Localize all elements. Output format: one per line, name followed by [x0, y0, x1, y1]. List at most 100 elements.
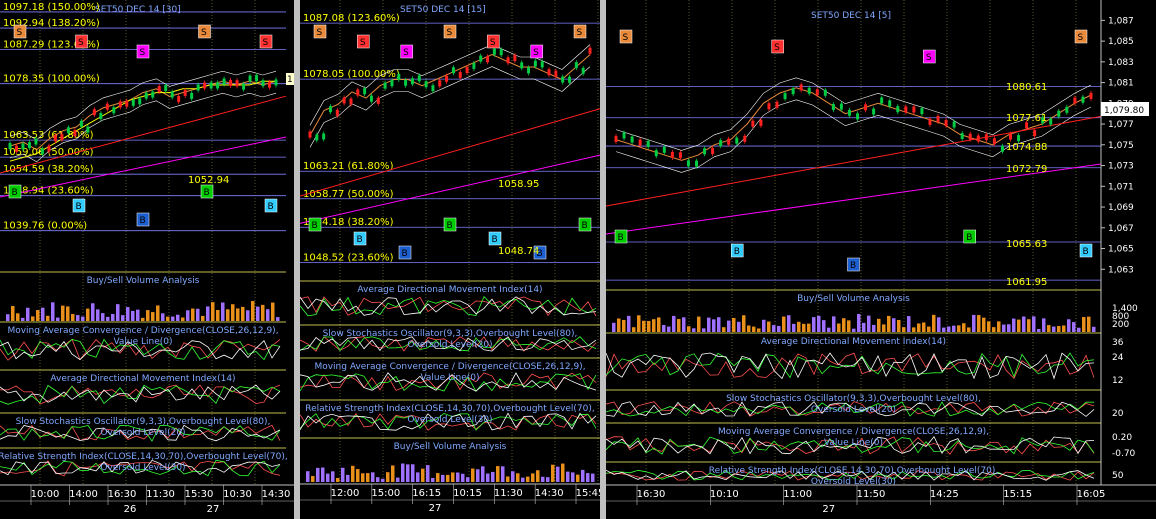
volume-bar — [1037, 328, 1041, 332]
volume-bar — [36, 310, 40, 321]
volume-bar — [576, 474, 580, 482]
indicator-line — [300, 336, 597, 352]
volume-bar — [817, 315, 821, 332]
chart-title: SET50 DEC 14 [30] — [95, 5, 181, 15]
candle-body — [775, 101, 779, 108]
price-note-1: 1080.61 — [1006, 82, 1047, 93]
candle-body — [928, 118, 932, 125]
chart-panel-15min[interactable]: SET50 DEC 14 [15] 1087.08 (123.60%) 1078.… — [300, 0, 600, 519]
indicator-line — [606, 352, 1095, 379]
volume-bar — [21, 317, 25, 321]
volume-bar — [156, 305, 160, 321]
signal-markers[interactable]: S S S S B B B B B — [614, 29, 1093, 272]
price-axis-label: 1,075 — [1108, 141, 1134, 151]
date-tick-label: 27 — [429, 503, 442, 514]
candle-body — [799, 84, 803, 91]
indicator-title: Buy/Sell Volume Analysis — [394, 442, 507, 452]
volume-bar — [807, 323, 811, 332]
volume-bar — [947, 326, 951, 332]
price-note-4: 1072.79 — [1006, 164, 1047, 175]
volume-bar — [361, 473, 365, 482]
buy-marker — [398, 245, 412, 260]
candle-body — [157, 86, 161, 93]
volume-bar — [461, 473, 465, 482]
volume-bar — [551, 464, 555, 482]
signal-markers[interactable]: S S S S S B B B B B — [8, 24, 278, 227]
volume-bar — [446, 474, 450, 482]
volume-bar — [456, 472, 460, 482]
volume-bar — [1007, 324, 1011, 332]
volume-bar — [742, 315, 746, 332]
candle-body — [815, 89, 819, 96]
volume-bar — [967, 327, 971, 332]
candle-body — [944, 119, 948, 126]
sell-marker-label: S — [447, 28, 453, 38]
buy-marker — [614, 229, 628, 244]
indicator-line — [606, 469, 1095, 481]
candle-body — [1017, 135, 1021, 142]
volume-bar — [71, 313, 75, 321]
buy-marker-label: B — [140, 216, 146, 226]
volume-bar — [211, 302, 215, 321]
candle-body — [397, 74, 401, 81]
candle-body — [662, 146, 666, 153]
volume-bar — [206, 306, 210, 321]
price-axis[interactable]: 1,0871,0851,0831,0811,0791,0771,0751,073… — [1100, 0, 1138, 485]
buy-marker-label: B — [618, 233, 624, 243]
candle-body — [328, 106, 332, 113]
price-note-2: 1048.74 — [498, 246, 539, 257]
time-tick-label: 10:10 — [710, 489, 739, 500]
candle-body — [235, 80, 239, 87]
sell-marker-label: S — [17, 28, 23, 38]
candle-body — [229, 79, 233, 86]
volume-bar — [997, 321, 1001, 332]
candle-body — [976, 135, 980, 142]
panel-separator[interactable] — [294, 0, 300, 519]
buy-marker-label: B — [312, 221, 318, 231]
candle-body — [342, 97, 346, 104]
price-axis-label: 1,073 — [1108, 162, 1134, 172]
fib-levels: 1087.08 (123.60%) 1078.05 (100.00%) 1063.2… — [300, 13, 600, 263]
buy-marker-label: B — [1083, 247, 1089, 257]
volume-bar — [151, 312, 155, 321]
time-tick-label: 16:15 — [412, 488, 441, 499]
candle-body — [177, 96, 181, 103]
volume-bar — [111, 313, 115, 321]
chart-panel-5min[interactable]: SET50 DEC 14 [5] S S S S B B B B B 1080.61 1077.… — [606, 0, 1156, 519]
price-axis-label: 1,083 — [1108, 58, 1134, 68]
price-note-3: 1074.88 — [1006, 142, 1047, 153]
volume-bar — [101, 313, 105, 321]
candle-body — [880, 97, 884, 104]
volume-bar — [882, 324, 886, 332]
chart-panel-30min[interactable]: SET50 DEC 14 [30] 1097.18 (150.00%) 1092.… — [0, 0, 294, 519]
volume-bar — [121, 315, 125, 321]
price-axis-label: 1,081 — [1108, 79, 1134, 89]
volume-bar — [977, 315, 981, 332]
candle-body — [1000, 145, 1004, 152]
volume-bar — [581, 469, 585, 482]
indicator-title-line: Value Line(0) — [420, 373, 479, 383]
sell-marker — [619, 29, 633, 44]
volume-bar — [16, 313, 20, 321]
volume-bar — [927, 326, 931, 332]
signal-markers[interactable]: S S S S S S S B B B B B B B — [308, 24, 592, 260]
panel-separator[interactable] — [600, 0, 606, 519]
candle-body — [581, 67, 585, 74]
candle-body — [27, 142, 31, 149]
candle-body — [952, 121, 956, 128]
candle-body — [568, 76, 572, 83]
buy-marker-label: B — [492, 235, 498, 245]
candle-body — [588, 47, 592, 54]
volume-bar — [917, 323, 921, 332]
candle-body — [614, 136, 618, 143]
candle-body — [131, 99, 135, 106]
volume-bar — [1072, 322, 1076, 332]
volume-bar — [1057, 326, 1061, 332]
indicator-panes: Buy/Sell Volume Analysis Moving Average C… — [0, 271, 288, 477]
volume-bar — [872, 324, 876, 332]
candle-body — [1057, 110, 1061, 117]
chart-30min-svg: SET50 DEC 14 [30] 1097.18 (150.00%) 1092.… — [0, 0, 294, 519]
time-tick-label: 16:30 — [637, 489, 666, 500]
indicator-line — [0, 424, 281, 442]
volume-bar — [536, 470, 540, 482]
